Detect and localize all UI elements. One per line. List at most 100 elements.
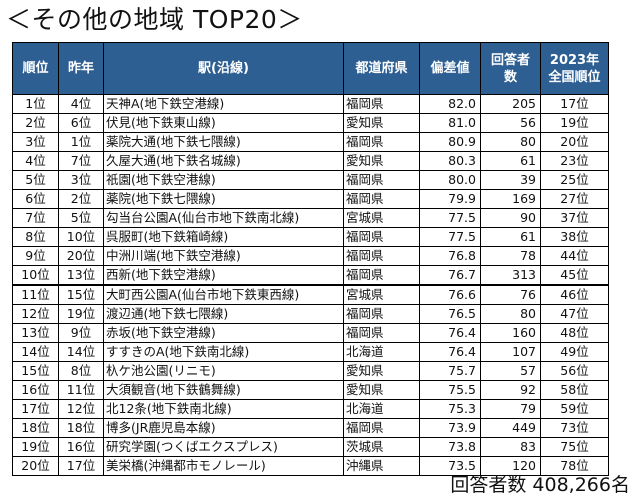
cell-prefecture: 愛知県 — [343, 113, 420, 133]
cell-station: 大須観音(地下鉄鶴舞線) — [103, 380, 344, 400]
table-row: 11位 15位 大町西公園A(仙台市地下鉄東西線) 宮城県 76.6 76 46位 — [12, 284, 609, 305]
cell-rank: 1位 — [12, 94, 59, 114]
table-row: 19位 16位 研究学園(つくばエクスプレス) 茨城県 73.8 83 75位 — [12, 437, 609, 457]
cell-respondents: 80 — [480, 304, 541, 324]
table-row: 2位 6位 伏見(地下鉄東山線) 愛知県 81.0 56 19位 — [12, 113, 609, 133]
cell-national-rank: 25位 — [540, 170, 609, 190]
cell-station: すすきのA(地下鉄南北線) — [103, 342, 344, 362]
cell-score: 80.3 — [419, 151, 481, 171]
cell-prev-year: 19位 — [58, 304, 104, 324]
cell-rank: 12位 — [12, 304, 59, 324]
cell-prev-year: 7位 — [58, 151, 104, 171]
cell-score: 76.4 — [419, 323, 481, 343]
cell-station: 中洲川端(地下鉄空港線) — [103, 246, 344, 266]
cell-national-rank: 23位 — [540, 151, 609, 171]
cell-station: 西新(地下鉄空港線) — [103, 265, 344, 286]
cell-rank: 17位 — [12, 399, 59, 419]
cell-prev-year: 8位 — [58, 361, 104, 381]
respondent-total: 回答者数 408,266名 — [450, 474, 630, 496]
header-respondents: 回答者 数 — [480, 42, 541, 95]
cell-score: 75.7 — [419, 361, 481, 381]
table-row: 1位 4位 天神A(地下鉄空港線) 福岡県 82.0 205 17位 — [12, 94, 609, 114]
cell-rank: 20位 — [12, 456, 59, 476]
header-rank: 順位 — [12, 42, 59, 95]
cell-rank: 2位 — [12, 113, 59, 133]
cell-respondents: 449 — [480, 418, 541, 438]
cell-station: 天神A(地下鉄空港線) — [103, 94, 344, 114]
header-prefecture: 都道府県 — [343, 42, 420, 95]
cell-score: 73.8 — [419, 437, 481, 457]
cell-station: 研究学園(つくばエクスプレス) — [103, 437, 344, 457]
cell-national-rank: 49位 — [540, 342, 609, 362]
cell-rank: 6位 — [12, 189, 59, 209]
cell-score: 76.6 — [419, 284, 481, 305]
cell-rank: 10位 — [12, 265, 59, 286]
table-row: 6位 2位 薬院(地下鉄七隈線) 福岡県 79.9 169 27位 — [12, 189, 609, 209]
ranking-table: 順位 昨年 駅(沿線) 都道府県 偏差値 回答者 数 2023年 全国順位 1位… — [12, 42, 609, 476]
cell-national-rank: 78位 — [540, 456, 609, 476]
cell-respondents: 107 — [480, 342, 541, 362]
cell-prefecture: 沖縄県 — [343, 456, 420, 476]
cell-respondents: 61 — [480, 227, 541, 247]
cell-score: 80.0 — [419, 170, 481, 190]
cell-national-rank: 27位 — [540, 189, 609, 209]
table-row: 15位 8位 杁ケ池公園(リニモ) 愛知県 75.7 57 56位 — [12, 361, 609, 381]
header-national-line1: 2023年 — [549, 52, 600, 68]
cell-national-rank: 46位 — [540, 284, 609, 305]
cell-prev-year: 17位 — [58, 456, 104, 476]
table-row: 3位 1位 薬院大通(地下鉄七隈線) 福岡県 80.9 80 20位 — [12, 132, 609, 152]
cell-respondents: 78 — [480, 246, 541, 266]
cell-national-rank: 38位 — [540, 227, 609, 247]
cell-prev-year: 2位 — [58, 189, 104, 209]
cell-rank: 8位 — [12, 227, 59, 247]
table-row: 7位 5位 勾当台公園A(仙台市地下鉄南北線) 宮城県 77.5 90 37位 — [12, 208, 609, 228]
cell-prefecture: 愛知県 — [343, 361, 420, 381]
table-header-row: 順位 昨年 駅(沿線) 都道府県 偏差値 回答者 数 2023年 全国順位 — [12, 42, 609, 95]
header-station: 駅(沿線) — [103, 42, 344, 95]
cell-respondents: 80 — [480, 132, 541, 152]
cell-station: 北12条(地下鉄南北線) — [103, 399, 344, 419]
cell-score: 76.7 — [419, 265, 481, 286]
cell-respondents: 169 — [480, 189, 541, 209]
cell-prefecture: 宮城県 — [343, 284, 420, 305]
cell-national-rank: 17位 — [540, 94, 609, 114]
header-respondents-line2: 数 — [503, 69, 517, 85]
cell-prefecture: 福岡県 — [343, 94, 420, 114]
cell-score: 77.5 — [419, 227, 481, 247]
page-title: ＜その他の地域 TOP20＞ — [6, 5, 303, 34]
cell-prev-year: 14位 — [58, 342, 104, 362]
cell-prev-year: 10位 — [58, 227, 104, 247]
cell-station: 呉服町(地下鉄箱崎線) — [103, 227, 344, 247]
cell-respondents: 160 — [480, 323, 541, 343]
cell-prefecture: 福岡県 — [343, 323, 420, 343]
cell-score: 79.9 — [419, 189, 481, 209]
cell-national-rank: 59位 — [540, 399, 609, 419]
header-national-rank: 2023年 全国順位 — [540, 42, 609, 95]
cell-station: 久屋大通(地下鉄名城線) — [103, 151, 344, 171]
header-national-line2: 全国順位 — [548, 69, 601, 85]
cell-respondents: 61 — [480, 151, 541, 171]
cell-prev-year: 15位 — [58, 284, 104, 305]
cell-score: 76.5 — [419, 304, 481, 324]
cell-national-rank: 58位 — [540, 380, 609, 400]
cell-prev-year: 16位 — [58, 437, 104, 457]
header-respondents-line1: 回答者 — [490, 52, 530, 68]
cell-score: 76.4 — [419, 342, 481, 362]
cell-station: 大町西公園A(仙台市地下鉄東西線) — [103, 284, 344, 305]
cell-station: 薬院大通(地下鉄七隈線) — [103, 132, 344, 152]
cell-station: 杁ケ池公園(リニモ) — [103, 361, 344, 381]
table-row: 20位 17位 美栄橋(沖縄都市モノレール) 沖縄県 73.5 120 78位 — [12, 456, 609, 476]
table-row: 8位 10位 呉服町(地下鉄箱崎線) 福岡県 77.5 61 38位 — [12, 227, 609, 247]
cell-national-rank: 45位 — [540, 265, 609, 286]
cell-respondents: 56 — [480, 113, 541, 133]
cell-respondents: 76 — [480, 284, 541, 305]
cell-station: 薬院(地下鉄七隈線) — [103, 189, 344, 209]
table-row: 9位 20位 中洲川端(地下鉄空港線) 福岡県 76.8 78 44位 — [12, 246, 609, 266]
table-row: 13位 9位 赤坂(地下鉄空港線) 福岡県 76.4 160 48位 — [12, 323, 609, 343]
cell-respondents: 205 — [480, 94, 541, 114]
cell-score: 77.5 — [419, 208, 481, 228]
cell-station: 勾当台公園A(仙台市地下鉄南北線) — [103, 208, 344, 228]
cell-prefecture: 福岡県 — [343, 246, 420, 266]
cell-rank: 11位 — [12, 284, 59, 305]
cell-prev-year: 11位 — [58, 380, 104, 400]
